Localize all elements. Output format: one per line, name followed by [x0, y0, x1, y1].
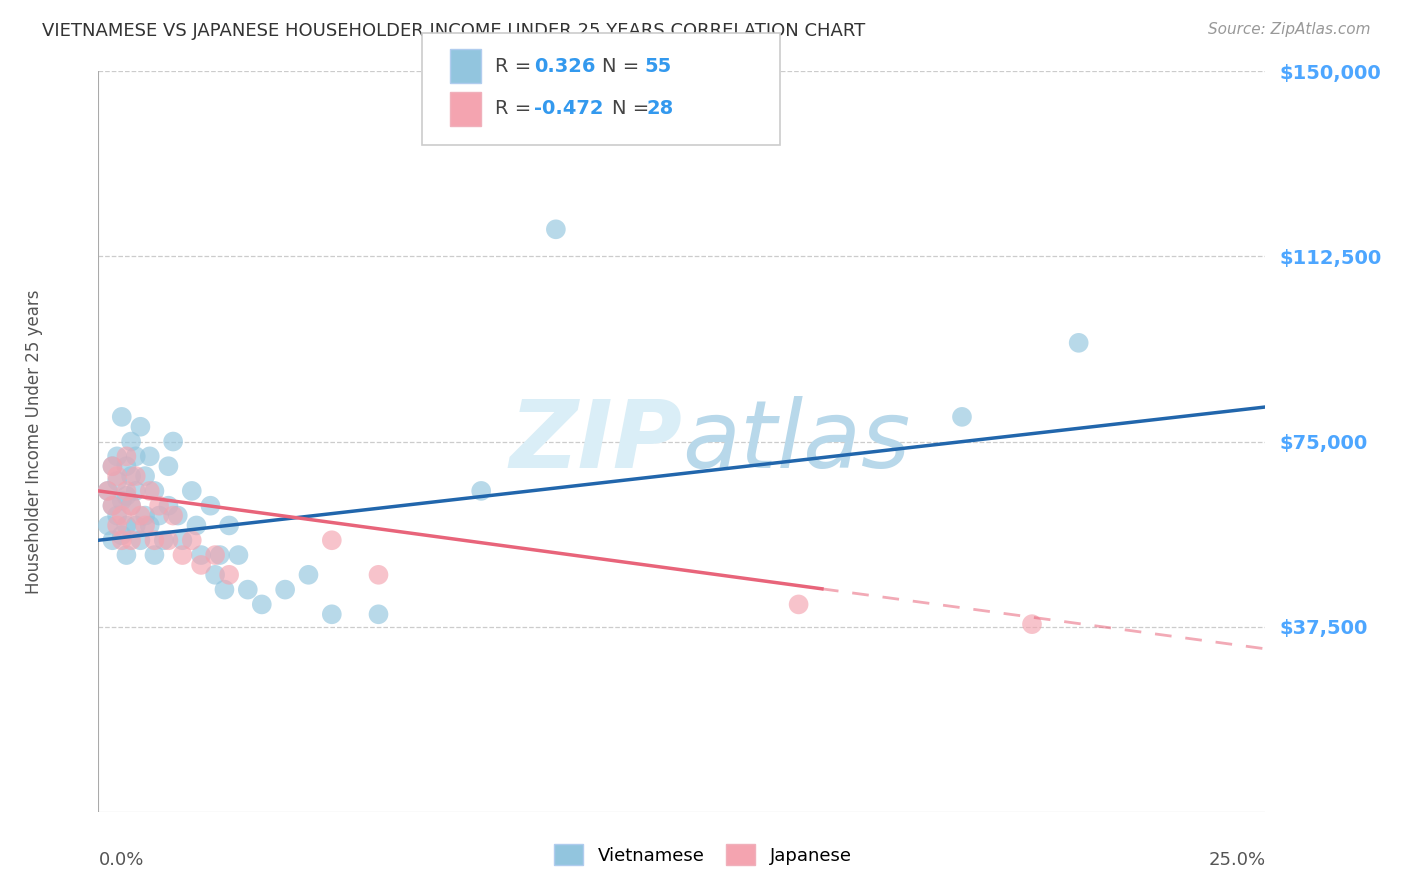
Point [172, 533, 194, 548]
Point [105, 450, 128, 464]
Point [180, 533, 202, 548]
Point [148, 499, 170, 513]
Text: ZIP: ZIP [509, 395, 682, 488]
Point [1067, 335, 1090, 350]
Point [228, 548, 250, 562]
Point [218, 518, 240, 533]
Point [143, 483, 166, 498]
Point [120, 469, 142, 483]
Point [143, 533, 166, 548]
Point [125, 518, 148, 533]
Point [120, 499, 142, 513]
Point [787, 598, 810, 612]
Point [200, 499, 222, 513]
Point [162, 434, 184, 449]
Point [101, 459, 124, 474]
Point [157, 499, 180, 513]
Point [157, 533, 180, 548]
Point [321, 533, 343, 548]
Point [105, 518, 128, 533]
Point [97, 483, 120, 498]
Point [250, 598, 273, 612]
Text: N =: N = [602, 56, 645, 76]
Point [115, 450, 138, 464]
Point [139, 450, 162, 464]
Text: VIETNAMESE VS JAPANESE HOUSEHOLDER INCOME UNDER 25 YEARS CORRELATION CHART: VIETNAMESE VS JAPANESE HOUSEHOLDER INCOM… [42, 22, 866, 40]
Text: N =: N = [612, 99, 655, 119]
Point [111, 508, 134, 523]
Point [134, 518, 156, 533]
Point [120, 533, 142, 548]
Text: R =: R = [495, 99, 537, 119]
Point [470, 483, 492, 498]
Point [97, 518, 120, 533]
Point [101, 499, 124, 513]
Point [190, 548, 212, 562]
Point [115, 489, 138, 503]
Text: Householder Income Under 25 years: Householder Income Under 25 years [25, 289, 44, 594]
Point [162, 508, 184, 523]
Point [129, 533, 152, 548]
Point [172, 548, 194, 562]
Point [204, 548, 226, 562]
Point [204, 567, 226, 582]
Point [134, 508, 156, 523]
Point [367, 567, 389, 582]
Point [101, 499, 124, 513]
Point [111, 493, 134, 508]
Point [105, 469, 128, 483]
Point [152, 533, 174, 548]
Point [111, 528, 134, 542]
Point [148, 508, 170, 523]
Point [125, 450, 148, 464]
Legend: Vietnamese, Japanese: Vietnamese, Japanese [546, 835, 860, 874]
Point [97, 483, 120, 498]
Point [544, 222, 567, 236]
Text: 0.0%: 0.0% [98, 851, 143, 869]
Point [166, 508, 188, 523]
Text: 0.326: 0.326 [534, 56, 596, 76]
Point [129, 419, 152, 434]
Point [1021, 617, 1043, 632]
Text: Source: ZipAtlas.com: Source: ZipAtlas.com [1208, 22, 1371, 37]
Point [214, 582, 236, 597]
Text: atlas: atlas [682, 396, 910, 487]
Point [120, 499, 142, 513]
Point [115, 459, 138, 474]
Point [125, 483, 148, 498]
Text: 28: 28 [647, 99, 673, 119]
Text: 55: 55 [644, 56, 671, 76]
Point [115, 483, 138, 498]
Point [208, 548, 231, 562]
Point [129, 508, 152, 523]
Point [101, 533, 124, 548]
Text: R =: R = [495, 56, 537, 76]
Point [186, 518, 208, 533]
Point [157, 459, 180, 474]
Point [143, 548, 166, 562]
Point [115, 518, 138, 533]
Point [180, 483, 202, 498]
Point [134, 469, 156, 483]
Point [139, 518, 162, 533]
Point [115, 548, 138, 562]
Point [274, 582, 297, 597]
Text: -0.472: -0.472 [534, 99, 603, 119]
Point [367, 607, 389, 622]
Point [218, 567, 240, 582]
Point [120, 434, 142, 449]
Point [236, 582, 259, 597]
Point [950, 409, 973, 424]
Point [125, 469, 148, 483]
Point [101, 459, 124, 474]
Point [190, 558, 212, 572]
Point [321, 607, 343, 622]
Text: 25.0%: 25.0% [1208, 851, 1265, 869]
Point [111, 533, 134, 548]
Point [139, 483, 162, 498]
Point [111, 409, 134, 424]
Point [105, 508, 128, 523]
Point [105, 474, 128, 488]
Point [297, 567, 319, 582]
